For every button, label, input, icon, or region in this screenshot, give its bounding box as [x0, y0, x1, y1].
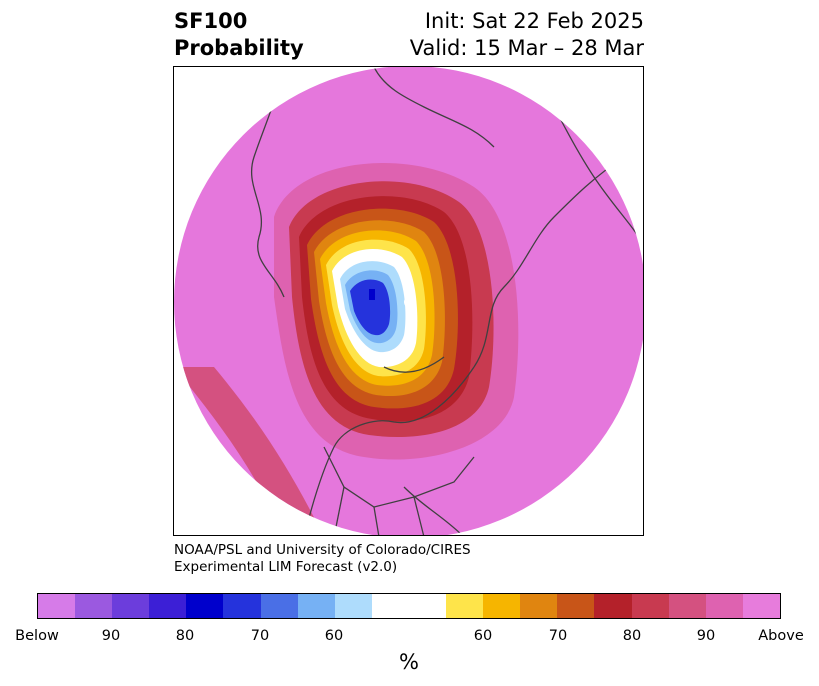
- field-band: [350, 279, 391, 336]
- init-date: Init: Sat 22 Feb 2025: [424, 9, 644, 33]
- field-core: [369, 289, 375, 300]
- coastline: [373, 67, 495, 148]
- colorbar-tick-label: 70: [548, 628, 568, 644]
- colorbar-tick-labels: Below 90 80 70 60 60 70 80 90 Above: [0, 628, 819, 648]
- colorbar-swatch: [446, 594, 484, 618]
- coastlines: [250, 67, 643, 535]
- credit-line-1: NOAA/PSL and University of Colorado/CIRE…: [174, 542, 471, 558]
- border: [413, 496, 425, 535]
- colorbar-tick-label: 70: [250, 628, 270, 644]
- colorbar-tick-label: 60: [473, 628, 493, 644]
- colorbar-swatch: [112, 594, 150, 618]
- colorbar: [37, 593, 781, 619]
- coastline: [250, 67, 285, 298]
- colorbar-tick-label: 80: [175, 628, 195, 644]
- colorbar-swatch: [38, 594, 76, 618]
- colorbar-swatch: [260, 594, 298, 618]
- colorbar-swatch: [149, 594, 187, 618]
- colorbar-swatch: [520, 594, 558, 618]
- credit-text: NOAA/PSL and University of Colorado/CIRE…: [174, 542, 471, 576]
- coastline: [383, 356, 445, 373]
- border: [373, 506, 380, 535]
- field-band: [174, 457, 249, 535]
- colorbar-tick-label: Above: [758, 628, 804, 644]
- coastline: [403, 486, 465, 535]
- border: [323, 446, 475, 508]
- colorbar-swatch: [408, 594, 447, 618]
- colorbar-tick-label: 90: [696, 628, 716, 644]
- title-product: Probability: [174, 36, 304, 60]
- polar-map: [174, 67, 643, 535]
- valid-range: Valid: 15 Mar – 28 Mar: [409, 36, 644, 60]
- probability-field: [174, 67, 643, 535]
- colorbar-tick-label: 80: [622, 628, 642, 644]
- title-variable: SF100: [174, 9, 248, 33]
- colorbar-swatch: [483, 594, 521, 618]
- colorbar-swatch: [742, 594, 780, 618]
- colorbar-swatch: [594, 594, 632, 618]
- field-band: [174, 367, 324, 535]
- colorbar-swatch: [705, 594, 743, 618]
- colorbar-swatch: [75, 594, 113, 618]
- colorbar-swatch: [631, 594, 669, 618]
- colorbar-tick-label: 60: [324, 628, 344, 644]
- colorbar-tick-label: 90: [101, 628, 121, 644]
- colorbar-unit-label: %: [399, 650, 419, 674]
- coastline: [473, 156, 625, 368]
- colorbar-swatch: [297, 594, 335, 618]
- colorbar-swatch: [557, 594, 595, 618]
- colorbar-tick-label: Below: [15, 628, 59, 644]
- title-left: SF100 Probability: [174, 8, 304, 62]
- title-right: Init: Sat 22 Feb 2025 Valid: 15 Mar – 28…: [410, 8, 644, 62]
- colorbar-swatch: [371, 594, 409, 618]
- colorbar-swatch: [223, 594, 261, 618]
- colorbar-swatch: [186, 594, 224, 618]
- credit-line-2: Experimental LIM Forecast (v2.0): [174, 559, 398, 575]
- field-spot: [404, 296, 416, 308]
- colorbar-swatch: [668, 594, 706, 618]
- map-panel: [173, 66, 644, 536]
- colorbar-swatch: [334, 594, 372, 618]
- coastline: [303, 366, 475, 535]
